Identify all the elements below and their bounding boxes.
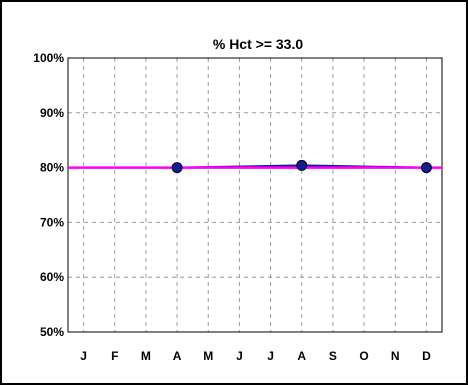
x-tick-label: J: [80, 349, 87, 363]
x-tick-label: M: [203, 349, 213, 363]
series-layer: [68, 159, 442, 174]
x-tick-label: F: [111, 349, 118, 363]
x-tick-label: D: [422, 349, 431, 363]
chart-title: % Hct >= 33.0: [213, 36, 303, 52]
y-tick-label: 60%: [40, 270, 64, 284]
y-tick-label: 90%: [40, 106, 64, 120]
data-point: [296, 159, 308, 171]
x-tick-label: O: [359, 349, 368, 363]
data-point: [171, 162, 183, 174]
x-tick-label: N: [391, 349, 400, 363]
y-axis-ticks: 100% 90% 80% 70% 60% 50%: [33, 51, 64, 339]
grid: [68, 58, 442, 332]
y-tick-label: 70%: [40, 215, 64, 229]
x-tick-label: J: [236, 349, 243, 363]
data-point: [420, 162, 432, 174]
y-tick-label: 50%: [40, 325, 64, 339]
y-tick-label: 100%: [33, 51, 64, 65]
plot-area-border: [67, 57, 443, 333]
x-tick-label: J: [267, 349, 274, 363]
y-tick-label: 80%: [40, 161, 64, 175]
x-tick-label: M: [141, 349, 151, 363]
x-tick-label: A: [173, 349, 182, 363]
x-tick-label: A: [297, 349, 306, 363]
x-tick-label: S: [329, 349, 337, 363]
